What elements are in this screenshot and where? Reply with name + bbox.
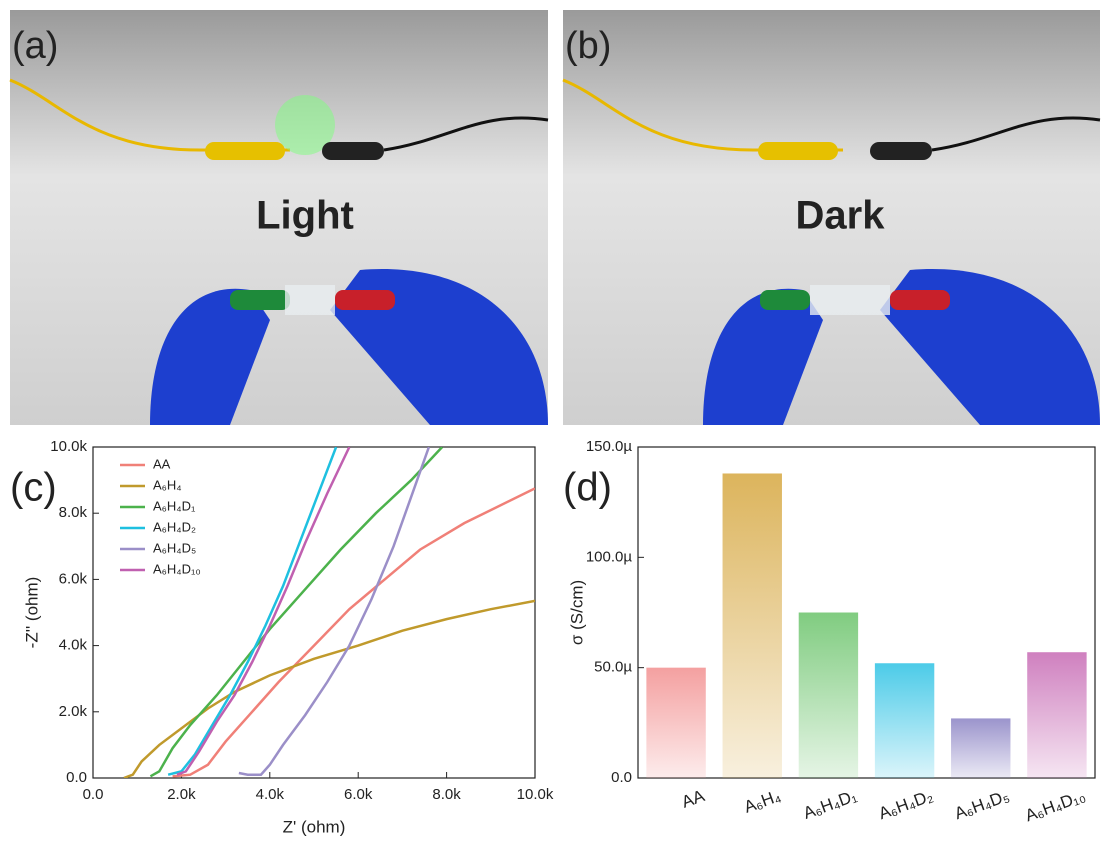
legend-label: A₆H₄D₁₀ — [153, 561, 201, 576]
bar — [951, 718, 1010, 778]
panel-label: (a) — [12, 25, 58, 67]
series-line — [168, 447, 336, 775]
legend-label: A₆H₄D₂ — [153, 519, 196, 534]
series-line — [124, 601, 535, 778]
series-line — [173, 488, 535, 776]
bar — [1027, 652, 1086, 778]
legend-label: A₆H₄ — [153, 477, 182, 492]
plot-frame — [93, 447, 535, 778]
panel-label: (d) — [563, 466, 612, 510]
y-axis-title: -Z'' (ohm) — [22, 577, 41, 649]
series-line — [177, 447, 349, 775]
y-tick-label: 150.0µ — [586, 438, 633, 455]
bar — [646, 668, 705, 778]
y-axis-title: σ (S/cm) — [567, 580, 586, 645]
bar — [875, 663, 934, 778]
y-tick-label: 10.0k — [50, 438, 87, 455]
y-tick-label: 4.0k — [59, 637, 88, 654]
y-tick-label: 6.0k — [59, 570, 88, 587]
y-tick-label: 100.0µ — [586, 548, 633, 565]
x-tick-label: A₆H₄ — [741, 786, 783, 817]
panel-label: (c) — [10, 466, 57, 510]
photo-caption: Light — [256, 194, 354, 238]
y-tick-label: 8.0k — [59, 504, 88, 521]
x-tick-label: 10.0k — [517, 786, 554, 803]
x-tick-label: 6.0k — [344, 786, 373, 803]
legend-label: A₆H₄D₁ — [153, 498, 196, 513]
y-tick-label: 50.0µ — [594, 659, 632, 676]
x-tick-label: A₆H₄D₁₀ — [1023, 786, 1088, 825]
legend-label: AA — [153, 456, 171, 471]
y-tick-label: 0.0 — [611, 769, 632, 786]
x-tick-label: A₆H₄D₅ — [952, 786, 1012, 823]
x-tick-label: A₆H₄D₁ — [801, 786, 860, 823]
y-tick-label: 2.0k — [59, 703, 88, 720]
x-tick-label: 0.0 — [83, 786, 104, 803]
figure: (a) Light (b) Dark 0.0 2.0k 4.0k 6.0k 8.0k 10… — [0, 0, 1106, 841]
x-axis-title: Z' (ohm) — [283, 817, 346, 836]
x-tick-label: 2.0k — [167, 786, 196, 803]
bar — [723, 473, 782, 778]
legend-label: A₆H₄D₅ — [153, 540, 196, 555]
x-tick-label: 8.0k — [432, 786, 461, 803]
x-tick-label: AA — [679, 786, 707, 812]
series-line — [239, 447, 429, 775]
x-tick-label: 4.0k — [256, 786, 285, 803]
y-tick-label: 0.0 — [66, 769, 87, 786]
photo-caption: Dark — [796, 194, 886, 238]
plot-frame — [638, 447, 1095, 778]
panel-label: (b) — [565, 25, 611, 67]
x-tick-label: A₆H₄D₂ — [876, 786, 935, 823]
bar — [799, 613, 858, 779]
